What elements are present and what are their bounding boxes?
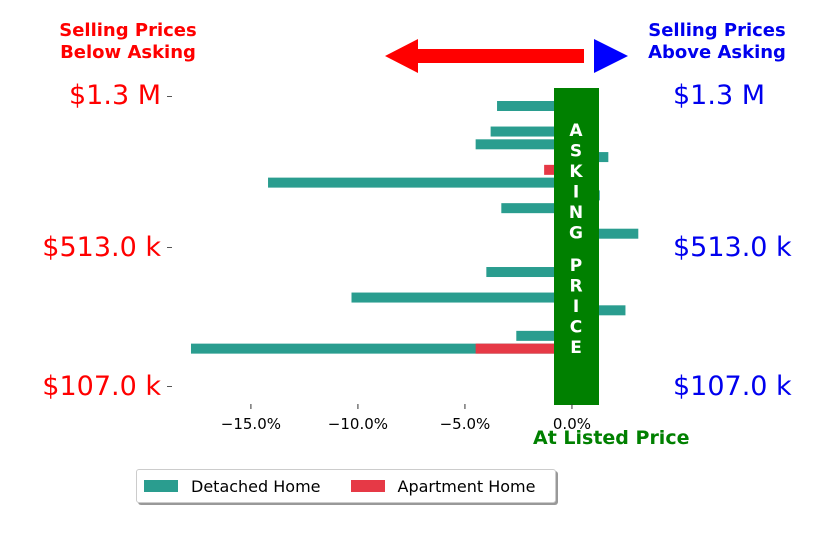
legend-item-detached: Detached Home [144, 477, 321, 496]
above-asking-header: Selling Prices Above Asking [633, 20, 801, 64]
detached-bar-10 [571, 228, 639, 239]
left-arrow-icon [385, 39, 584, 73]
asking-letter-4: N [569, 203, 583, 223]
y-tick-bottom [167, 386, 172, 387]
legend-item-apartment: Apartment Home [350, 476, 536, 496]
x-tick-label-2: −5.0% [440, 415, 491, 433]
price-label-right-bottom: $107.0 k [673, 371, 792, 402]
asking-letter-3: I [573, 183, 579, 203]
below-asking-line1: Selling Prices [59, 20, 197, 41]
detached-bar-6 [268, 177, 572, 188]
y-tick-mid [167, 247, 172, 248]
price-label-left-bottom: $107.0 k [42, 371, 161, 402]
at-listed-price-label: At Listed Price [533, 427, 690, 449]
asking-letter-10: C [570, 318, 582, 338]
legend: Detached Home Apartment Home [136, 469, 556, 503]
detached-bar-2 [490, 126, 572, 137]
asking-letter-11: E [570, 338, 582, 358]
x-tick-label-0: −15.0% [221, 415, 281, 433]
apartment-bar-19 [475, 343, 572, 354]
detached-bar-0 [497, 101, 572, 111]
price-label-right-top: $1.3 M [673, 80, 765, 111]
direction-arrows [385, 39, 628, 73]
asking-letter-5: G [569, 224, 583, 244]
detached-bar-19 [190, 343, 572, 354]
legend-label-detached: Detached Home [191, 476, 321, 496]
detached-bar-3 [475, 139, 572, 150]
legend-swatch-apartment [350, 480, 385, 492]
asking-letter-0: A [569, 121, 583, 141]
right-arrow-icon [594, 39, 628, 73]
detached-bar-13 [486, 267, 572, 278]
price-label-left-mid: $513.0 k [42, 232, 161, 263]
x-tick-label-1: −10.0% [328, 415, 388, 433]
asking-letter-7: P [570, 256, 582, 276]
asking-price-rect [554, 88, 599, 405]
asking-letter-9: I [573, 297, 579, 317]
price-label-right-mid: $513.0 k [673, 232, 792, 263]
above-asking-line1: Selling Prices [648, 20, 786, 41]
y-tick-top [167, 96, 172, 97]
legend-swatch-detached [144, 480, 178, 492]
detached-bar-15 [351, 292, 572, 303]
asking-letter-2: K [569, 162, 583, 182]
asking-letter-8: R [569, 277, 582, 297]
below-asking-line2: Below Asking [60, 42, 196, 63]
detached-bar-8 [501, 203, 572, 214]
asking-letter-1: S [570, 142, 582, 162]
below-asking-header: Selling Prices Below Asking [44, 20, 212, 64]
legend-label-apartment: Apartment Home [397, 476, 536, 496]
x-tick-label-3: 0.0% [553, 415, 591, 433]
price-label-left-top: $1.3 M [69, 80, 161, 111]
x-axis: −15.0% −10.0% −5.0% 0.0% [221, 404, 591, 433]
detached-bar-18 [516, 330, 572, 341]
above-asking-line2: Above Asking [648, 42, 786, 63]
